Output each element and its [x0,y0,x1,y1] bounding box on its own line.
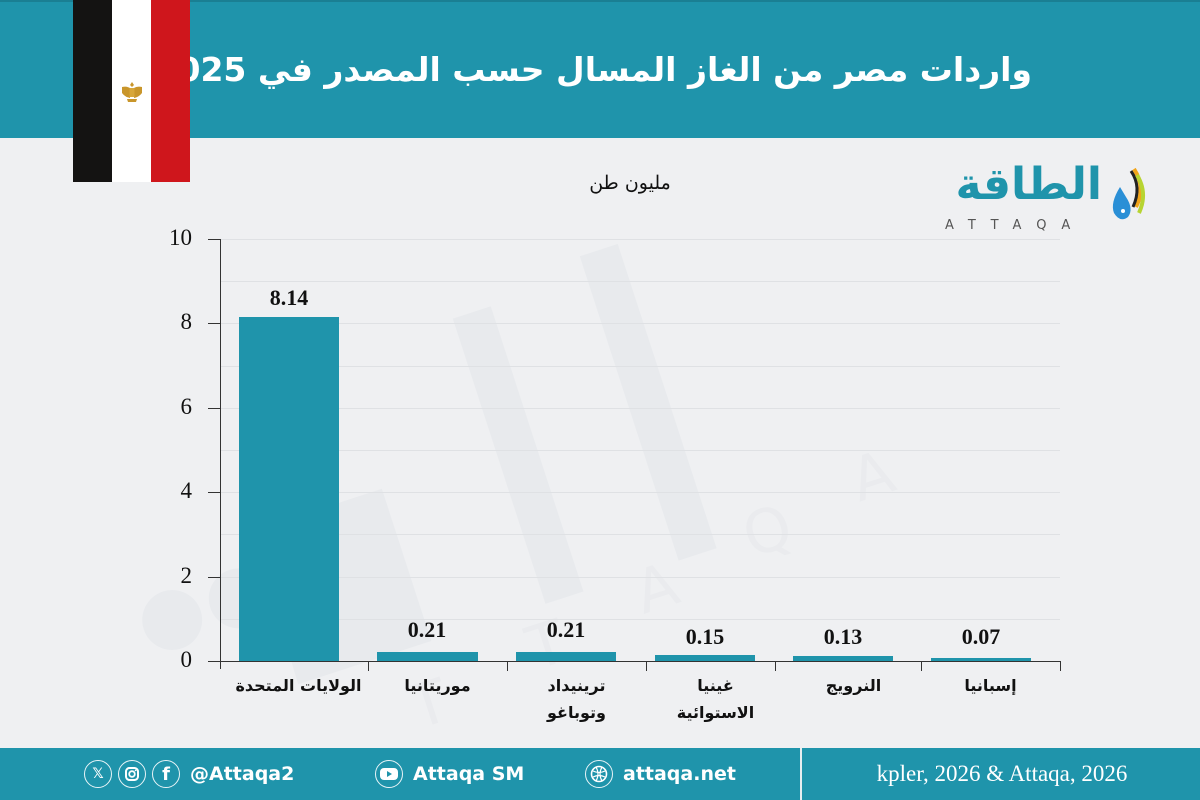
category-label: الولايات المتحدة [229,672,368,699]
value-label: 0.21 [407,617,447,642]
x-tick [646,661,647,671]
globe-icon[interactable] [585,760,613,788]
gridline [220,534,1060,535]
bar-mauritania [377,652,478,661]
category-label-line: موريتانيا [404,676,471,695]
category-label-line: وتوباغو [547,703,606,722]
gridline [220,323,1060,324]
bar-spain [931,658,1031,661]
category-label-line: الاستوائية [676,703,755,722]
bar-norway [793,656,893,661]
attaqa-logo: الطاقة ATTAQA [935,159,1150,240]
value-label: 0.15 [685,624,725,649]
x-tick [507,661,508,671]
flag-black-stripe [73,0,112,182]
x-icon[interactable]: 𝕏 [84,760,112,788]
value-label: 0.07 [961,624,1001,649]
value-label: 0.13 [823,624,863,649]
youtube-group: Attaqa SM [375,748,524,800]
gridline [220,577,1060,578]
category-label: غينيا الاستوائية [646,672,785,726]
logo-arabic-text: الطاقة [955,159,1103,210]
source-citation: kpler, 2026 & Attaqa, 2026 [876,761,1128,786]
footer-bar: 𝕏 f @Attaqa2 Attaqa SM attaqa.net kpler,… [0,748,1200,800]
plot-area [220,239,1060,661]
y-tick [208,492,220,493]
y-tick [208,408,220,409]
youtube-icon[interactable] [375,760,403,788]
category-label: إسبانيا [921,672,1060,699]
bar-trinidad-tobago [516,652,616,661]
gridline [220,408,1060,409]
social-handle-group: 𝕏 f @Attaqa2 [84,748,294,800]
x-tick [921,661,922,671]
website-link[interactable]: attaqa.net [623,763,736,785]
category-label-line: النرويج [825,676,882,695]
facebook-icon[interactable]: f [152,760,180,788]
x-tick [1060,661,1061,671]
flag-white-stripe [112,0,151,182]
chart-title: واردات مصر من الغاز المسال حسب المصدر في… [154,50,1032,89]
category-label-line: غينيا [697,676,734,695]
gridline [220,492,1060,493]
gridline [220,239,1060,240]
y-tick-label: 0 [180,647,193,672]
y-tick-label: 4 [180,478,193,503]
x-tick [775,661,776,671]
eagle-emblem-icon [121,82,142,102]
value-label: 0.21 [546,617,586,642]
y-tick-label: 2 [180,563,193,588]
website-group: attaqa.net [585,748,736,800]
category-label-line: ترينيداد [547,676,606,695]
logo-latin-text: ATTAQA [945,218,1086,233]
water-drop-flame-icon [1112,167,1145,220]
category-label-line: إسبانيا [964,676,1017,695]
egypt-flag [73,0,190,182]
y-tick-label: 10 [169,225,192,250]
gridline [220,366,1060,367]
instagram-icon[interactable] [118,760,146,788]
y-axis-unit-label: مليون طن [589,172,671,194]
category-label: النرويج [784,672,923,699]
category-label: موريتانيا [368,672,507,699]
x-axis [210,661,1061,662]
flag-red-stripe [151,0,190,182]
gridline [220,281,1060,282]
category-label-line: الولايات المتحدة [235,676,362,695]
youtube-channel[interactable]: Attaqa SM [413,763,525,785]
gridline [220,619,1060,620]
y-tick [208,323,220,324]
category-label: ترينيداد وتوباغو [507,672,646,726]
bar-equatorial-guinea [655,655,755,661]
y-axis [220,239,221,669]
value-label: 8.14 [269,285,309,310]
y-tick [208,239,220,240]
svg-text:A: A [274,727,335,740]
social-handle[interactable]: @Attaqa2 [190,763,295,785]
y-tick [208,661,220,662]
bar-united-states [239,317,339,661]
gridline [220,450,1060,451]
y-tick [208,577,220,578]
x-tick [368,661,369,671]
footer-divider [800,748,802,800]
y-tick-label: 8 [180,309,193,334]
header-bar: واردات مصر من الغاز المسال حسب المصدر في… [0,0,1200,138]
y-tick-label: 6 [180,394,193,419]
